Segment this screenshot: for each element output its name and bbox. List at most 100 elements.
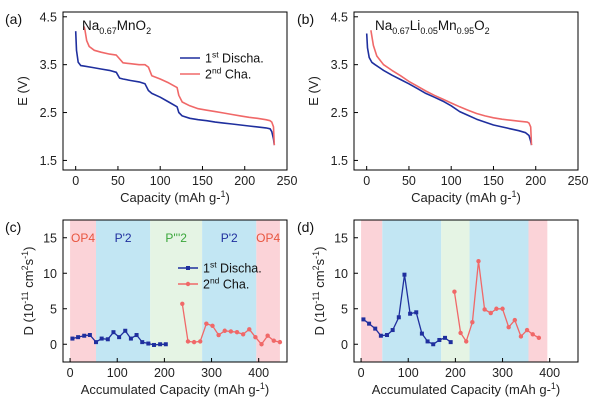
data-point: [87, 333, 92, 338]
data-point: [476, 258, 481, 264]
data-point: [105, 337, 110, 342]
legend-marker: [186, 266, 190, 270]
data-point: [152, 342, 157, 347]
compound-formula: Na0.67Li0.05Mn0.95O2: [375, 18, 490, 36]
x-tick-label: 50: [402, 174, 416, 188]
axes-frame: [62, 11, 288, 171]
phase-region: [256, 220, 280, 362]
x-tick-label: 0: [67, 366, 74, 380]
x-tick-label: 200: [525, 174, 546, 188]
y-tick-label: 10: [43, 267, 57, 281]
legend-label: 1st Discha.: [203, 260, 262, 276]
x-tick-label: 300: [201, 366, 222, 380]
phase-label: P'''2: [165, 231, 187, 245]
x-tick-label: 200: [234, 174, 255, 188]
phase-region: [150, 220, 203, 362]
data-point: [117, 335, 122, 340]
data-point: [82, 333, 87, 338]
data-point: [128, 336, 133, 341]
data-point: [158, 342, 163, 347]
x-tick-label: 150: [192, 174, 213, 188]
y-tick-label: 10: [334, 267, 348, 281]
data-point: [385, 333, 390, 338]
data-point: [191, 339, 197, 345]
x-tick-label: 100: [107, 366, 128, 380]
phase-label: P'2: [115, 231, 132, 245]
data-point: [204, 321, 209, 326]
data-point: [210, 323, 215, 328]
y-axis-label: D (10-11 cm2s-1): [311, 247, 327, 336]
x-tick-label: 100: [441, 174, 462, 188]
data-point: [402, 272, 407, 277]
y-tick-label: 2.5: [331, 106, 348, 120]
data-point: [277, 339, 283, 345]
phase-label: OP4: [256, 231, 280, 245]
x-tick-label: 200: [154, 366, 175, 380]
data-point: [512, 317, 518, 323]
x-tick-label: 0: [72, 174, 79, 188]
data-point: [180, 301, 185, 306]
x-tick-label: 250: [277, 174, 298, 188]
y-tick-label: 1.5: [331, 154, 348, 168]
data-point: [259, 342, 264, 347]
panel-label: (a): [5, 11, 22, 27]
legend-label: 2nd Cha.: [205, 66, 251, 82]
data-point: [234, 329, 240, 335]
data-point: [464, 339, 469, 344]
data-point: [123, 328, 128, 333]
data-point: [146, 341, 151, 346]
data-point: [228, 329, 234, 334]
y-tick-label: 0: [341, 338, 348, 352]
data-point: [443, 335, 448, 340]
x-axis-label: Capacity (mAh g-1): [120, 189, 230, 205]
phase-label: P'2: [221, 231, 238, 245]
y-tick-label: 5: [341, 302, 348, 316]
data-point: [437, 337, 442, 342]
data-point: [530, 332, 535, 337]
data-point: [431, 342, 436, 347]
y-tick-label: 3.5: [331, 58, 348, 72]
series-discharge-line: [363, 274, 452, 345]
phase-label: OP4: [71, 231, 95, 245]
phase-region: [361, 220, 383, 362]
data-point: [396, 315, 401, 320]
data-point: [448, 340, 453, 345]
data-point: [500, 306, 505, 311]
legend-label: 1st Discha.: [205, 50, 264, 66]
phase-region: [469, 220, 529, 362]
y-tick-label: 5: [50, 302, 57, 316]
data-point: [163, 342, 168, 347]
phase-region: [528, 220, 548, 362]
y-axis-label: D (10-11 cm2s-1): [20, 247, 36, 336]
data-point: [140, 340, 145, 345]
data-point: [247, 327, 252, 332]
data-point: [390, 328, 395, 333]
data-point: [506, 325, 511, 330]
x-axis-label: Accumulated Capacity (mAh g-1): [81, 381, 270, 397]
panel-c: OP4 P'2 P'''2 P'2 OP4 0 100 200 300 400 0 5 10 15 Accu…: [5, 219, 288, 397]
phase-region: [382, 220, 442, 362]
data-point: [482, 307, 487, 312]
y-axis-label: E (V): [306, 76, 321, 106]
data-point: [361, 317, 366, 322]
data-point: [367, 321, 372, 326]
series-discharge-line: [74, 31, 276, 146]
data-point: [419, 331, 424, 336]
y-tick-label: 2.5: [40, 106, 57, 120]
x-tick-label: 0: [358, 366, 365, 380]
data-point: [378, 333, 383, 338]
compound-formula: Na0.67MnO2: [82, 18, 151, 36]
data-point: [240, 332, 246, 337]
data-point: [185, 339, 191, 344]
x-tick-label: 250: [568, 174, 589, 188]
y-tick-label: 3.5: [40, 58, 57, 72]
phase-region: [202, 220, 257, 362]
y-tick-label: 1.5: [40, 154, 57, 168]
y-tick-label: 4.5: [40, 10, 57, 24]
data-point: [488, 310, 493, 316]
series-charge-line: [370, 30, 533, 146]
axes-frame: [353, 219, 579, 363]
panel-label: (b): [297, 11, 314, 27]
data-point: [99, 336, 104, 341]
